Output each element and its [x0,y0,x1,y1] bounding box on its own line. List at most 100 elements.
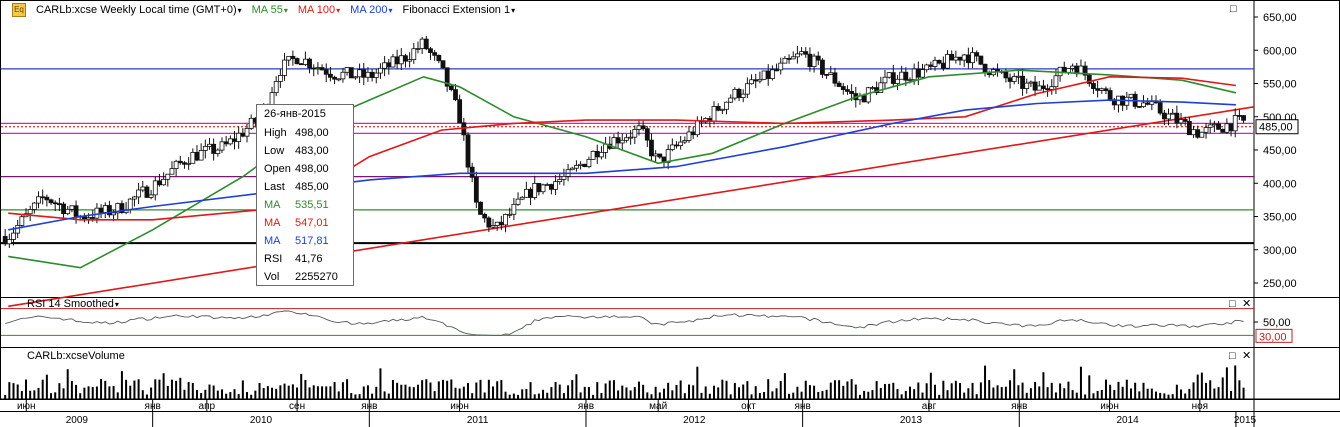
year-label: 2014 [1116,415,1139,426]
month-label: янв [795,401,811,412]
candle-body [453,89,458,101]
candle-body [590,150,596,160]
candle-body [924,64,930,71]
candle-body [561,176,567,180]
candle-body [657,153,663,158]
rsi-panel-label[interactable]: RSI 14 Smoothed▾ [27,298,119,310]
price-tick-label: 550,00 [1263,79,1297,91]
candle-body [970,52,975,64]
candle-body [65,208,71,215]
candle-body [494,221,500,226]
ma100-label[interactable]: MA 100▾ [297,4,341,16]
candle-body [186,162,192,165]
candle-body [878,82,884,93]
candle-body [932,59,938,67]
candle-body [407,59,413,62]
candle-body [536,183,542,193]
candle-body [1228,123,1234,132]
tooltip-date: 26-янв-2015 [264,108,326,120]
candle-body [1020,75,1025,89]
candle-body [1091,83,1096,90]
candle-body [540,184,546,193]
candle-body [649,139,654,157]
candle-body [102,205,108,213]
volume-close-icon[interactable]: ✕ [1242,350,1252,362]
candle-body [36,196,41,204]
candle-body [1086,74,1092,84]
candle-body [732,88,738,99]
candle-body [244,127,250,137]
candle-body [669,144,675,150]
candle-body [207,143,212,147]
volume-panel-label[interactable]: CARLb:xcseVolume [27,350,125,362]
candle-body [432,52,438,56]
candle-body [653,153,659,157]
candle-body [1170,112,1176,115]
candle-body [378,67,383,74]
ma55-label[interactable]: MA 55▾ [251,4,288,16]
volume-maximize-icon[interactable]: □ [1229,350,1236,362]
candle-body [98,207,104,213]
rsi-close-icon[interactable]: ✕ [1242,298,1252,310]
ma200-label[interactable]: MA 200▾ [350,4,393,16]
candle-body [586,158,592,168]
candle-body [1236,115,1242,117]
fibonacci-label[interactable]: Fibonacci Extension 1▾ [402,4,516,16]
candle-body [1186,120,1192,136]
candle-body [369,71,375,78]
candle-body [715,106,721,111]
candle-body [1032,81,1038,91]
candle-body [486,217,492,228]
year-label: 2011 [467,415,489,426]
candle-body [294,58,300,65]
candle-body [949,54,955,61]
candle-body [336,78,342,81]
candle-body [1161,112,1167,120]
candle-body [644,128,650,141]
candle-body [578,163,583,166]
symbol-label[interactable]: CARLb:xcse Weekly Local time (GMT+0)▾ [36,4,242,16]
candle-body [957,56,963,61]
candle-body [511,203,517,215]
year-label: 2012 [683,415,706,426]
candle-body [557,179,563,183]
candle-body [928,64,934,67]
price-tick-label: 650,00 [1263,12,1297,24]
candle-body [69,205,75,210]
candle-body [515,198,521,205]
candle-body [548,184,554,190]
candle-body [1099,88,1105,91]
maximize-icon[interactable]: □ [1230,3,1237,15]
candle-body [311,67,317,70]
candle-body [965,54,971,64]
candle-body [553,181,558,190]
candle-body [177,160,183,164]
candle-body [298,63,304,66]
candle-body [1011,76,1017,82]
candle-body [678,141,684,146]
candle-body [778,62,784,71]
candle-body [624,137,629,141]
candle-body [724,101,729,110]
candle-body [157,180,162,186]
candle-body [273,80,279,94]
candle-body [56,203,62,206]
candle-body [52,202,58,205]
candle-body [457,99,463,124]
candle-body [27,209,33,215]
candle-body [236,132,242,142]
candle-body [394,56,400,65]
candle-body [686,131,692,141]
candle-body [15,224,21,234]
candle-body [282,59,287,76]
month-label: июн [1100,401,1119,412]
candle-body [849,91,855,94]
candle-body [836,82,842,87]
candle-body [61,203,66,215]
rsi-maximize-icon[interactable]: □ [1229,298,1236,310]
candle-body [682,140,688,143]
candle-body [865,87,871,103]
candle-body [140,186,146,191]
